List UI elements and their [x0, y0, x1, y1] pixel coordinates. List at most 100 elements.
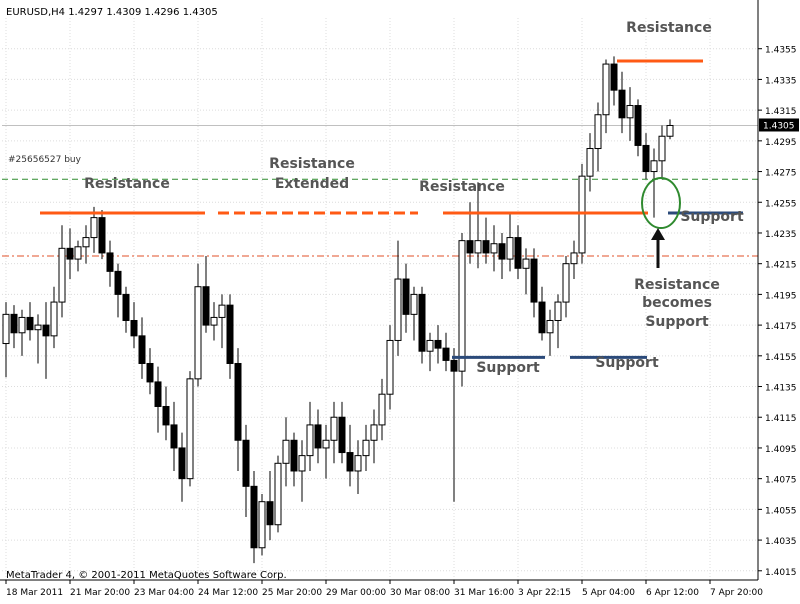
candle-body [58, 247, 66, 303]
candle-body [626, 105, 634, 119]
highlight-circle [641, 177, 681, 229]
candle-body [234, 362, 242, 441]
candle-body [458, 240, 466, 372]
label-resistance-top: Resistance [626, 20, 712, 36]
candle-body [546, 319, 554, 334]
candle-body [10, 313, 18, 334]
y-tick-label: 1.4275 [765, 169, 797, 179]
order-label: #25656527 buy [8, 155, 82, 165]
candle-body [362, 439, 370, 457]
candle-body [26, 316, 34, 331]
current-price-badge [759, 118, 799, 132]
candle-body [482, 240, 490, 254]
label-resistance-becomes-3: Support [645, 314, 709, 330]
candle-body [66, 247, 74, 260]
candle-body [418, 293, 426, 352]
candle-body [346, 452, 354, 472]
x-tick-label: 7 Apr 20:00 [710, 588, 763, 598]
candle-body [106, 252, 114, 272]
candle-body [450, 359, 458, 372]
candle-body [122, 293, 130, 321]
candle-body [426, 339, 434, 352]
x-tick-label: 29 Mar 00:00 [326, 588, 386, 598]
candle-body [562, 263, 570, 303]
candle-body [18, 316, 26, 334]
y-tick-label: 1.4195 [765, 291, 797, 301]
candles [2, 56, 674, 564]
label-resistance-extended-2: Extended [275, 176, 349, 192]
candle-body [578, 175, 586, 254]
current-price-text: 1.4305 [763, 121, 795, 131]
y-tick-label: 1.4335 [765, 76, 797, 86]
candle-body [506, 237, 514, 260]
x-tick-label: 18 Mar 2011 [6, 588, 63, 598]
candle-body [186, 378, 194, 480]
candle-body [658, 135, 666, 162]
candle-body [354, 455, 362, 472]
candle-body [386, 339, 394, 395]
x-tick-label: 3 Apr 22:15 [518, 588, 571, 598]
candle-body [642, 144, 650, 173]
candle-body [394, 278, 402, 341]
candle-body [146, 362, 154, 383]
candle-body [178, 447, 186, 480]
candle-body [442, 347, 450, 361]
candle-body [258, 501, 266, 549]
candle-body [194, 286, 202, 380]
y-tick-label: 1.4015 [765, 568, 797, 578]
candle-body [434, 339, 442, 349]
candle-body [314, 424, 322, 449]
candle-body [554, 301, 562, 321]
candle-body [306, 424, 314, 457]
x-tick-label: 21 Mar 20:00 [70, 588, 130, 598]
candle-body [242, 439, 250, 487]
candle-body [266, 501, 274, 526]
candle-body [250, 485, 258, 549]
candle-body [338, 416, 346, 454]
label-resistance-becomes-2: becomes [642, 295, 712, 311]
y-tick-label: 1.4055 [765, 506, 797, 516]
candle-body [330, 416, 338, 441]
label-resistance-extended-1: Resistance [269, 156, 355, 172]
label-resistance-becomes-1: Resistance [634, 277, 720, 293]
candle-body [42, 324, 50, 337]
candle-body [378, 393, 386, 426]
y-tick-label: 1.4155 [765, 353, 797, 363]
y-tick-label: 1.4215 [765, 261, 797, 271]
label-support-2: Support [595, 355, 659, 371]
y-tick-label: 1.4175 [765, 322, 797, 332]
candle-body [50, 301, 58, 337]
candle-body [162, 405, 170, 426]
candle-body [634, 105, 642, 146]
x-tick-label: 5 Apr 04:00 [582, 588, 635, 598]
candle-body [666, 124, 674, 137]
y-tick-label: 1.4235 [765, 230, 797, 240]
candle-body [154, 381, 162, 407]
candle-body [274, 462, 282, 526]
y-tick-label: 1.4315 [765, 107, 797, 117]
x-tick-label: 30 Mar 08:00 [390, 588, 450, 598]
candle-body [570, 252, 578, 265]
y-tick-label: 1.4115 [765, 414, 797, 424]
candle-body [210, 316, 218, 326]
candle-body [218, 304, 226, 318]
y-tick-label: 1.4255 [765, 199, 797, 209]
candle-body [538, 301, 546, 334]
candle-body [610, 63, 618, 91]
y-tick-label: 1.4135 [765, 384, 797, 394]
label-resistance-1: Resistance [84, 176, 170, 192]
candle-body [202, 286, 210, 326]
x-tick-label: 25 Mar 20:00 [262, 588, 322, 598]
candle-body [474, 240, 482, 254]
y-tick-label: 1.4095 [765, 445, 797, 455]
candle-body [90, 217, 98, 239]
candle-body [650, 160, 658, 173]
candle-body [98, 217, 106, 254]
annotations: Resistance Resistance Resistance Resistance… [40, 20, 744, 376]
candle-body [82, 237, 90, 248]
candle-body [298, 455, 306, 472]
candle-body [290, 439, 298, 472]
label-support-1: Support [476, 360, 540, 376]
